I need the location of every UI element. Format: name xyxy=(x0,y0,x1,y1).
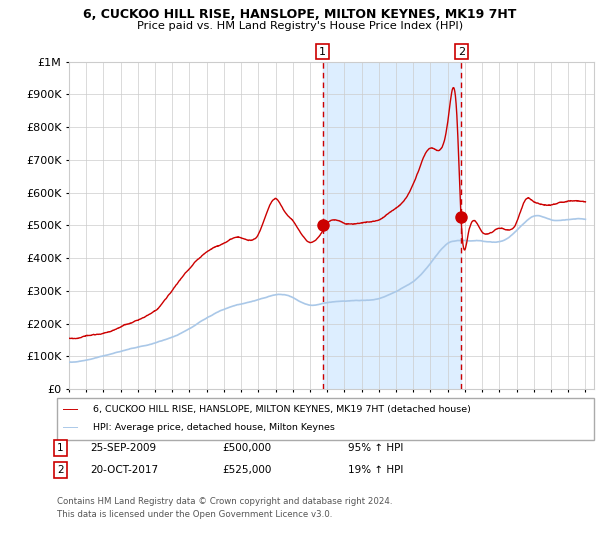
Text: Price paid vs. HM Land Registry's House Price Index (HPI): Price paid vs. HM Land Registry's House … xyxy=(137,21,463,31)
Text: 25-SEP-2009: 25-SEP-2009 xyxy=(90,443,156,453)
Text: 95% ↑ HPI: 95% ↑ HPI xyxy=(348,443,403,453)
Text: 20-OCT-2017: 20-OCT-2017 xyxy=(90,465,158,475)
Text: 1: 1 xyxy=(57,443,64,453)
Text: £525,000: £525,000 xyxy=(222,465,271,475)
Text: 1: 1 xyxy=(319,46,326,57)
Text: 6, CUCKOO HILL RISE, HANSLOPE, MILTON KEYNES, MK19 7HT: 6, CUCKOO HILL RISE, HANSLOPE, MILTON KE… xyxy=(83,8,517,21)
Text: 6, CUCKOO HILL RISE, HANSLOPE, MILTON KEYNES, MK19 7HT (detached house): 6, CUCKOO HILL RISE, HANSLOPE, MILTON KE… xyxy=(93,405,471,414)
Text: 2: 2 xyxy=(458,46,465,57)
Text: ——: —— xyxy=(63,403,78,416)
Text: HPI: Average price, detached house, Milton Keynes: HPI: Average price, detached house, Milt… xyxy=(93,423,335,432)
Text: 19% ↑ HPI: 19% ↑ HPI xyxy=(348,465,403,475)
Text: £500,000: £500,000 xyxy=(222,443,271,453)
Text: This data is licensed under the Open Government Licence v3.0.: This data is licensed under the Open Gov… xyxy=(57,510,332,519)
Bar xyxy=(323,62,461,389)
Text: Contains HM Land Registry data © Crown copyright and database right 2024.: Contains HM Land Registry data © Crown c… xyxy=(57,497,392,506)
Text: 2: 2 xyxy=(57,465,64,475)
Text: ——: —— xyxy=(63,421,78,435)
